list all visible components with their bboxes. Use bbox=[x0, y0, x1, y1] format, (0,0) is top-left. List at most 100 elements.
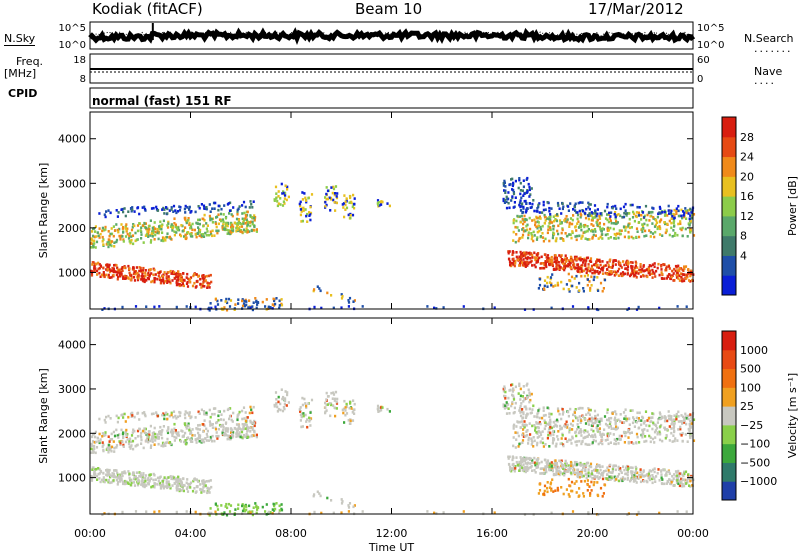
scatter-cell bbox=[590, 260, 593, 263]
scatter-cell bbox=[507, 201, 510, 205]
scatter-cell bbox=[255, 433, 258, 437]
scatter-cell bbox=[96, 478, 99, 481]
scatter-cell bbox=[232, 229, 235, 232]
scatter-cell bbox=[564, 437, 567, 440]
scatter-cell bbox=[596, 469, 599, 472]
scatter-cell bbox=[215, 431, 218, 434]
scatter-cell bbox=[214, 222, 218, 226]
scatter-cell bbox=[302, 414, 305, 418]
scatter-cell bbox=[347, 419, 350, 422]
scatter-cell bbox=[325, 192, 328, 196]
scatter-cell bbox=[616, 269, 619, 273]
scatter-cell bbox=[241, 204, 244, 207]
scatter-cell bbox=[563, 471, 567, 475]
scatter-cell bbox=[332, 404, 335, 407]
scatter-cell bbox=[575, 286, 578, 289]
scatter-cell bbox=[97, 267, 100, 271]
scatter-cell bbox=[240, 428, 243, 431]
scatter-cell bbox=[158, 432, 161, 436]
scatter-cell bbox=[217, 222, 220, 226]
scatter-cell bbox=[156, 227, 159, 231]
scatter-cell bbox=[560, 417, 563, 421]
scatter-cell bbox=[603, 428, 606, 431]
scatter-cell bbox=[536, 425, 539, 429]
scatter-cell bbox=[671, 440, 674, 443]
scatter-cell bbox=[95, 467, 98, 471]
scatter-cell bbox=[209, 479, 212, 482]
scatter-cell bbox=[502, 403, 505, 406]
scatter-cell bbox=[524, 210, 528, 214]
nave-dots: ···· bbox=[754, 77, 776, 90]
scatter-cell bbox=[543, 222, 546, 225]
scatter-cell bbox=[643, 216, 646, 219]
scatter-cell bbox=[253, 225, 256, 229]
scatter-cell bbox=[594, 264, 597, 267]
scatter-cell bbox=[245, 432, 248, 436]
scatter-cell bbox=[107, 230, 110, 233]
scatter-cell bbox=[535, 466, 538, 469]
scatter-cell bbox=[552, 436, 555, 440]
scatter-cell bbox=[169, 442, 172, 446]
scatter-cell bbox=[653, 430, 657, 434]
scatter-cell bbox=[349, 422, 352, 425]
scatter-cell bbox=[113, 450, 116, 453]
scatter-cell bbox=[528, 188, 531, 192]
colorbar-tick-label: 1000 bbox=[740, 344, 768, 357]
scatter-cell bbox=[517, 445, 520, 448]
scatter-cell bbox=[620, 434, 623, 438]
scatter-cell bbox=[112, 479, 115, 482]
scatter-cell bbox=[690, 272, 693, 276]
scatter-cell bbox=[253, 216, 256, 220]
scatter-cell bbox=[630, 235, 633, 239]
scatter-cell bbox=[548, 257, 551, 260]
scatter-cell bbox=[592, 263, 596, 267]
scatter-cell bbox=[592, 224, 595, 227]
scatter-cell bbox=[560, 437, 563, 440]
scatter-cell bbox=[522, 185, 525, 189]
scatter-cell bbox=[282, 200, 285, 203]
x-axis-label: Time UT bbox=[368, 541, 414, 554]
scatter-cell bbox=[170, 206, 173, 209]
scatter-cell bbox=[581, 439, 584, 443]
scatter-cell bbox=[197, 205, 200, 208]
scatter-cell bbox=[152, 273, 155, 277]
scatter-cell bbox=[124, 225, 127, 228]
scatter-cell bbox=[140, 226, 143, 229]
scatter-cell bbox=[546, 464, 549, 467]
scatter-cell bbox=[115, 238, 119, 242]
scatter-cell bbox=[561, 465, 564, 468]
scatter-cell bbox=[301, 191, 304, 194]
freq-units-label: [MHz] bbox=[4, 67, 37, 80]
colorbar-tick-label: −1000 bbox=[740, 475, 777, 488]
scatter-cell bbox=[674, 231, 677, 235]
scatter-cell bbox=[526, 207, 529, 210]
scatter-cell bbox=[685, 305, 688, 308]
scatter-cell bbox=[677, 415, 680, 418]
scatter-cell bbox=[207, 233, 210, 237]
scatter-cell bbox=[282, 406, 285, 409]
scatter-cell bbox=[519, 220, 522, 224]
scatter-cell bbox=[166, 413, 169, 416]
scatter-cell bbox=[547, 430, 550, 434]
scatter-cell bbox=[173, 271, 176, 274]
scatter-cell bbox=[552, 430, 555, 433]
scatter-cell bbox=[530, 237, 533, 241]
scatter-cell bbox=[552, 227, 555, 231]
scatter-cell bbox=[165, 411, 168, 415]
scatter-cell bbox=[347, 301, 351, 304]
scatter-cell bbox=[172, 210, 175, 213]
scatter-cell bbox=[276, 200, 279, 203]
scatter-cell bbox=[302, 209, 305, 212]
scatter-cell bbox=[615, 478, 618, 481]
scatter-cell bbox=[156, 277, 159, 281]
scatter-cell bbox=[543, 468, 546, 472]
scatter-cell bbox=[188, 411, 191, 414]
scatter-cell bbox=[157, 237, 160, 241]
scatter-cell bbox=[204, 279, 207, 282]
scatter-cell bbox=[175, 283, 178, 287]
scatter-cell bbox=[236, 428, 239, 431]
scatter-cell bbox=[523, 458, 526, 462]
scatter-cell bbox=[546, 275, 549, 279]
scatter-cell bbox=[277, 202, 280, 205]
scatter-cell bbox=[660, 265, 663, 268]
